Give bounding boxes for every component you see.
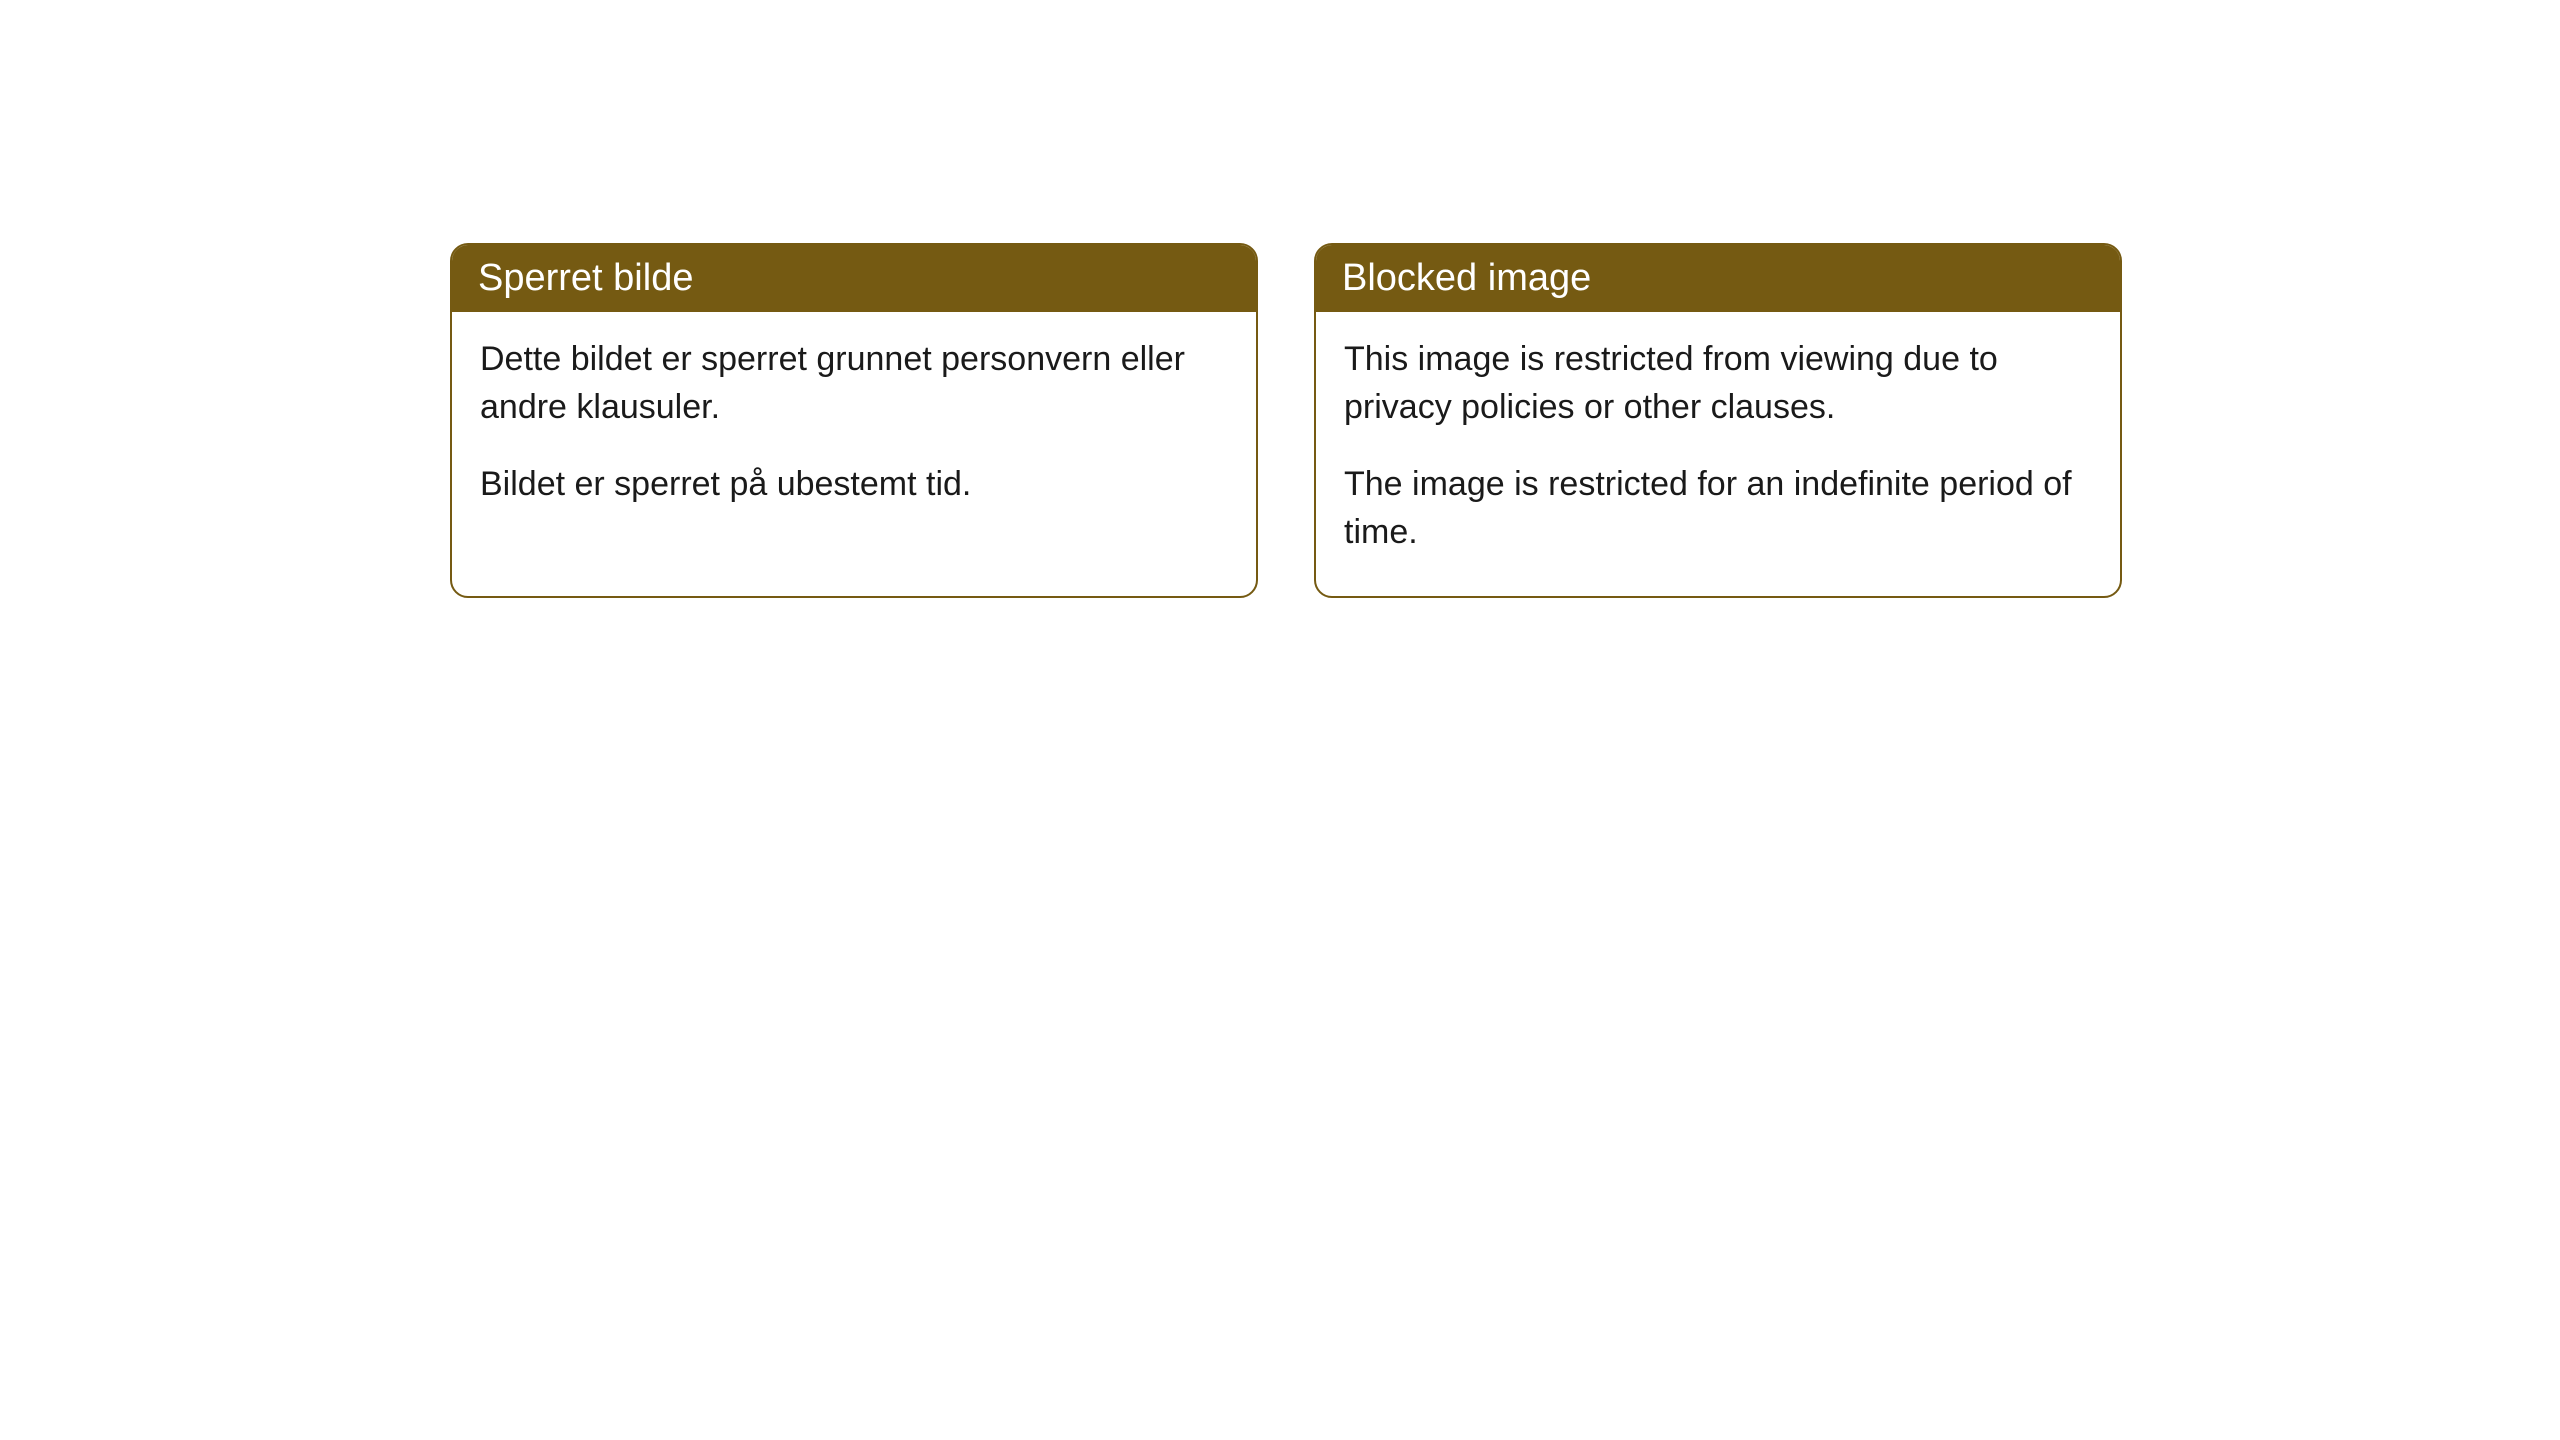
card-body-en: This image is restricted from viewing du… (1316, 312, 2120, 596)
card-paragraph-no-2: Bildet er sperret på ubestemt tid. (480, 461, 1228, 509)
card-title-en: Blocked image (1342, 257, 1591, 299)
blocked-image-card-no: Sperret bilde Dette bildet er sperret gr… (450, 243, 1258, 598)
card-paragraph-no-1: Dette bildet er sperret grunnet personve… (480, 336, 1228, 431)
card-header-en: Blocked image (1316, 245, 2120, 312)
card-header-no: Sperret bilde (452, 245, 1256, 312)
blocked-image-card-en: Blocked image This image is restricted f… (1314, 243, 2122, 598)
card-title-no: Sperret bilde (478, 257, 693, 299)
card-body-no: Dette bildet er sperret grunnet personve… (452, 312, 1256, 549)
card-paragraph-en-2: The image is restricted for an indefinit… (1344, 461, 2092, 556)
card-paragraph-en-1: This image is restricted from viewing du… (1344, 336, 2092, 431)
notice-cards-container: Sperret bilde Dette bildet er sperret gr… (0, 0, 2560, 598)
